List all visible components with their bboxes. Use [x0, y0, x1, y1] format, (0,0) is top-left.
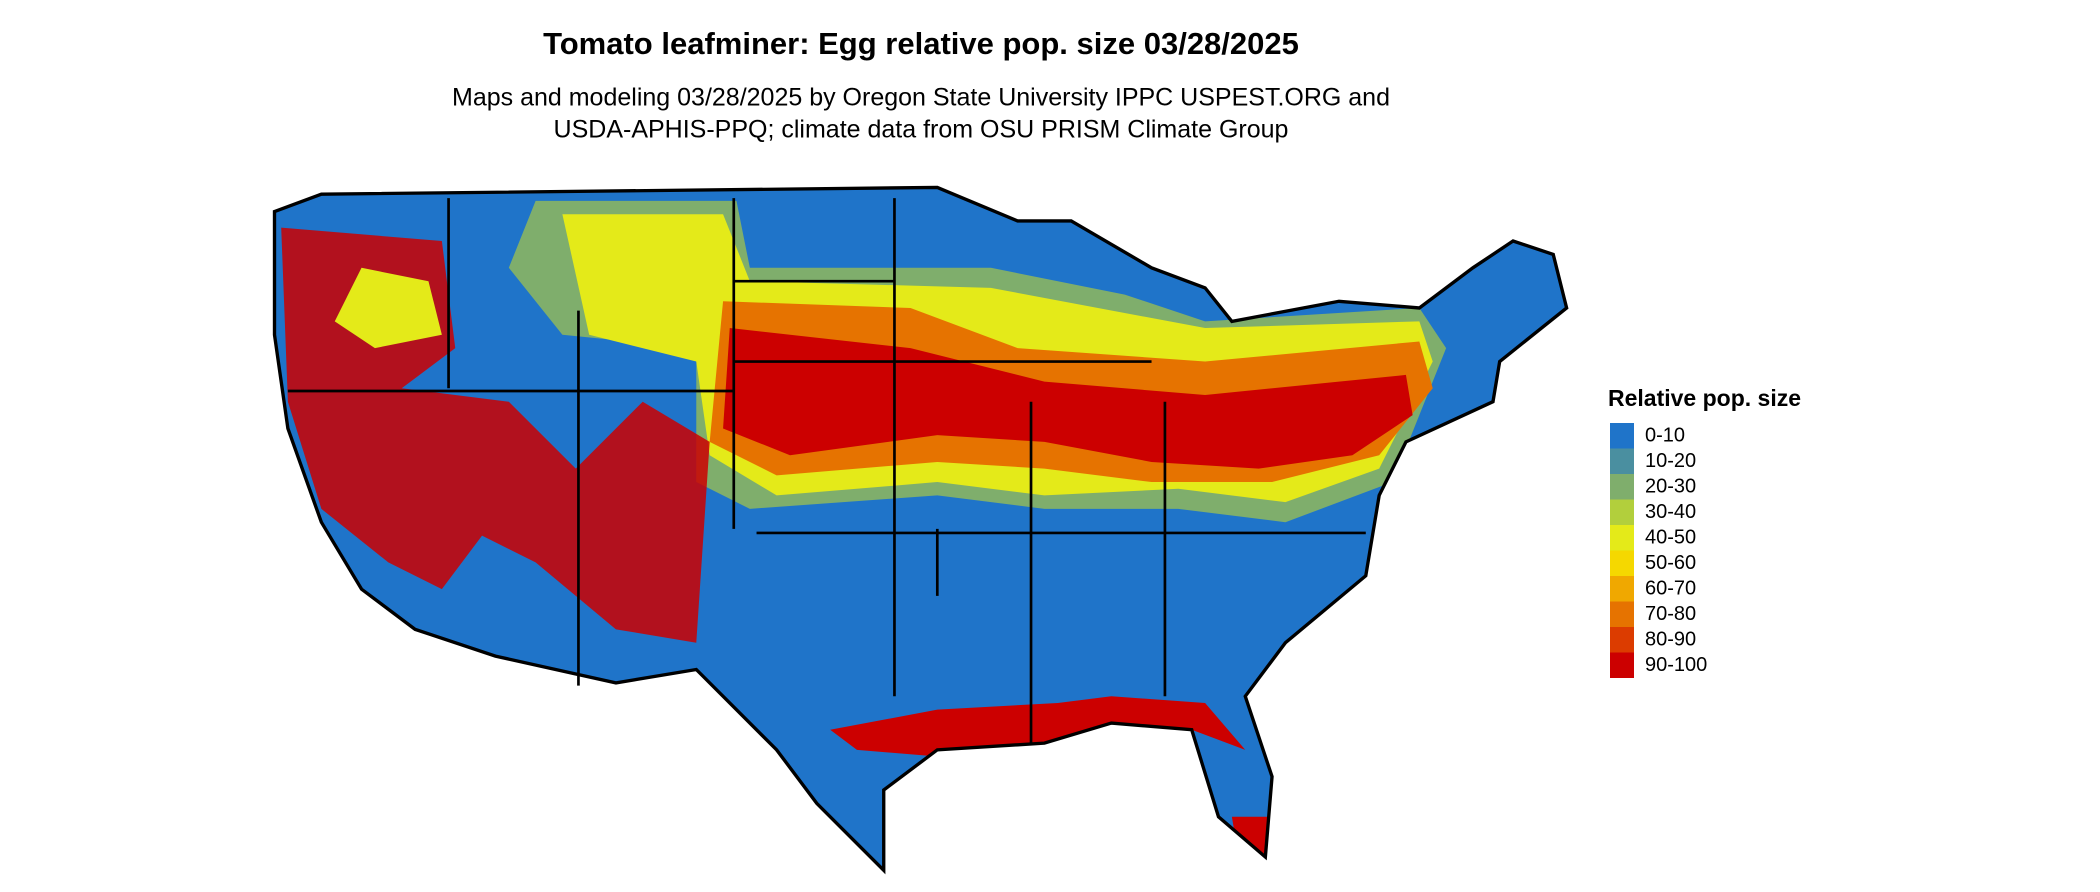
map-region — [334, 267, 442, 349]
legend-label: 50-60 — [1645, 552, 1696, 574]
legend-swatch — [1610, 601, 1634, 627]
title: Tomato leafminer: Egg relative pop. size… — [543, 26, 1299, 61]
legend-label: 10-20 — [1645, 450, 1696, 472]
legend-label: 70-80 — [1645, 603, 1696, 625]
legend-label: 60-70 — [1645, 577, 1696, 599]
legend-swatch — [1610, 525, 1634, 551]
legend-swatch — [1610, 576, 1634, 602]
legend-label: 20-30 — [1645, 475, 1696, 497]
map-region — [830, 696, 1246, 757]
legend-swatch — [1610, 499, 1634, 525]
country-border — [272, 185, 1569, 875]
legend-swatch — [1610, 423, 1634, 449]
legend-label: 40-50 — [1645, 526, 1696, 548]
subtitle-line: Maps and modeling 03/28/2025 by Oregon S… — [452, 84, 1390, 112]
state-borders — [287, 198, 1366, 744]
legend-swatch — [1610, 652, 1634, 678]
legend-label: 0-10 — [1645, 424, 1685, 446]
us-map — [272, 185, 1569, 875]
subtitle-line: USDA-APHIS-PPQ; climate data from OSU PR… — [554, 116, 1289, 144]
legend-label: 80-90 — [1645, 628, 1696, 650]
legend-label: 90-100 — [1645, 654, 1707, 676]
legend-swatch — [1610, 550, 1634, 576]
legend-title: Relative pop. size — [1608, 385, 1801, 411]
legend-swatch — [1610, 448, 1634, 474]
legend: Relative pop. size 0-10 10-20 20-30 30-40 40… — [1608, 385, 1801, 678]
legend-label: 30-40 — [1645, 501, 1696, 523]
legend-swatch — [1610, 627, 1634, 653]
legend-swatch — [1610, 474, 1634, 500]
